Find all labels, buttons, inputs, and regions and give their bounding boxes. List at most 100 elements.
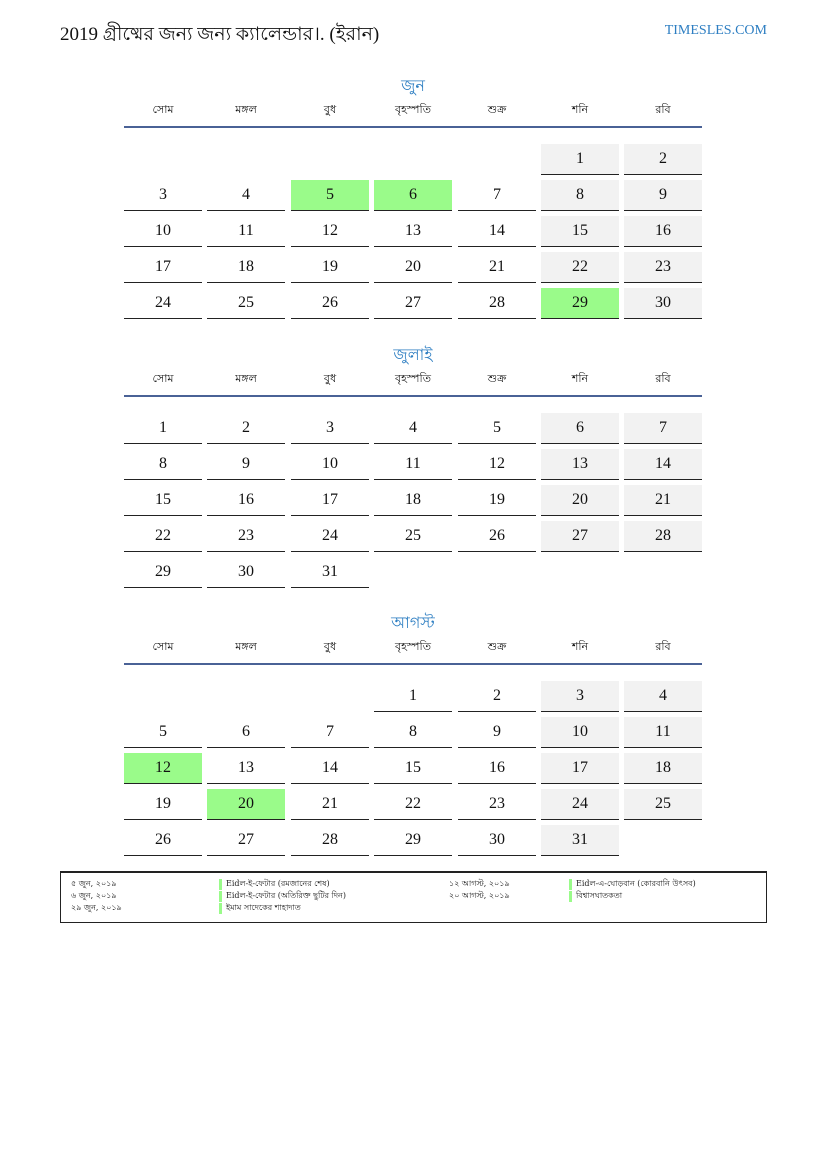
day-cell[interactable]: 30: [207, 557, 285, 588]
day-cell[interactable]: 26: [124, 825, 202, 856]
day-cell[interactable]: 16: [458, 753, 536, 784]
day-cell[interactable]: 11: [374, 449, 452, 480]
day-cell[interactable]: 24: [541, 789, 619, 820]
day-cell[interactable]: 17: [291, 485, 369, 516]
day-cell[interactable]: 10: [124, 216, 202, 247]
day-cell[interactable]: 5: [291, 180, 369, 211]
day-cell[interactable]: 19: [291, 252, 369, 283]
weekday-label: রবি: [655, 103, 671, 116]
day-cell[interactable]: 3: [124, 180, 202, 211]
day-cell[interactable]: 29: [124, 557, 202, 588]
day-cell[interactable]: 22: [124, 521, 202, 552]
day-cell[interactable]: 13: [374, 216, 452, 247]
day-cell[interactable]: 28: [458, 288, 536, 319]
day-cell[interactable]: 26: [458, 521, 536, 552]
day-cell[interactable]: 22: [374, 789, 452, 820]
day-cell[interactable]: 28: [291, 825, 369, 856]
day-cell[interactable]: 19: [458, 485, 536, 516]
legend-date: ২৯ জুন, ২০১৯: [71, 903, 122, 912]
day-cell[interactable]: 9: [624, 180, 702, 211]
weekday-label: রবি: [655, 640, 671, 653]
day-cell[interactable]: 14: [291, 753, 369, 784]
day-cell[interactable]: 2: [624, 144, 702, 175]
weekday-label: মঙ্গল: [235, 372, 257, 385]
day-cell[interactable]: 20: [541, 485, 619, 516]
day-cell[interactable]: 8: [124, 449, 202, 480]
day-cell[interactable]: 24: [291, 521, 369, 552]
day-cell[interactable]: 14: [458, 216, 536, 247]
day-cell[interactable]: 20: [374, 252, 452, 283]
day-cell[interactable]: 17: [124, 252, 202, 283]
day-cell[interactable]: 3: [291, 413, 369, 444]
day-cell[interactable]: 28: [624, 521, 702, 552]
day-cell[interactable]: 15: [541, 216, 619, 247]
day-cell[interactable]: 21: [291, 789, 369, 820]
day-cell[interactable]: 12: [458, 449, 536, 480]
day-cell[interactable]: 9: [207, 449, 285, 480]
day-cell[interactable]: 12: [291, 216, 369, 247]
legend-holiday-name: ইমাম সাদেকের শাহাদাত: [226, 903, 301, 912]
day-cell[interactable]: 7: [458, 180, 536, 211]
day-cell[interactable]: 31: [291, 557, 369, 588]
day-cell[interactable]: 10: [291, 449, 369, 480]
day-cell[interactable]: 27: [541, 521, 619, 552]
day-cell[interactable]: 7: [291, 717, 369, 748]
day-cell[interactable]: 6: [541, 413, 619, 444]
day-cell[interactable]: 11: [624, 717, 702, 748]
day-cell[interactable]: 23: [458, 789, 536, 820]
day-cell[interactable]: 6: [207, 717, 285, 748]
day-cell[interactable]: 13: [207, 753, 285, 784]
day-cell[interactable]: 11: [207, 216, 285, 247]
day-cell[interactable]: 2: [458, 681, 536, 712]
day-cell[interactable]: 21: [458, 252, 536, 283]
day-cell[interactable]: 23: [624, 252, 702, 283]
day-cell[interactable]: 26: [291, 288, 369, 319]
day-cell[interactable]: 2: [207, 413, 285, 444]
day-cell[interactable]: 10: [541, 717, 619, 748]
day-cell[interactable]: 18: [374, 485, 452, 516]
day-cell[interactable]: 9: [458, 717, 536, 748]
day-cell[interactable]: 19: [124, 789, 202, 820]
day-cell[interactable]: 1: [374, 681, 452, 712]
day-cell[interactable]: 5: [458, 413, 536, 444]
day-cell[interactable]: 1: [124, 413, 202, 444]
day-cell[interactable]: 16: [207, 485, 285, 516]
day-cell[interactable]: 27: [207, 825, 285, 856]
day-cell[interactable]: 31: [541, 825, 619, 856]
day-cell[interactable]: 4: [374, 413, 452, 444]
legend-holiday: Eidল-এ-ঘোড়বান (কোরবানি উৎসব): [569, 878, 696, 890]
day-cell[interactable]: 5: [124, 717, 202, 748]
day-cell[interactable]: 16: [624, 216, 702, 247]
day-cell[interactable]: 17: [541, 753, 619, 784]
day-cell[interactable]: 29: [541, 288, 619, 319]
day-cell[interactable]: 13: [541, 449, 619, 480]
day-cell[interactable]: 15: [374, 753, 452, 784]
day-cell[interactable]: 30: [458, 825, 536, 856]
day-cell[interactable]: 23: [207, 521, 285, 552]
day-cell[interactable]: 15: [124, 485, 202, 516]
day-cell[interactable]: 20: [207, 789, 285, 820]
day-cell[interactable]: 25: [207, 288, 285, 319]
day-cell[interactable]: 27: [374, 288, 452, 319]
day-cell[interactable]: 7: [624, 413, 702, 444]
day-cell[interactable]: 22: [541, 252, 619, 283]
day-cell[interactable]: 6: [374, 180, 452, 211]
day-cell[interactable]: 18: [207, 252, 285, 283]
day-cell[interactable]: 24: [124, 288, 202, 319]
day-cell[interactable]: 8: [374, 717, 452, 748]
brand-link[interactable]: TIMESLES.COM: [664, 23, 767, 38]
day-cell[interactable]: 25: [374, 521, 452, 552]
day-cell[interactable]: 25: [624, 789, 702, 820]
weekday-header: সোম মঙ্গল বুধ বৃহস্পতি শুক্র শনি রবি: [124, 370, 702, 388]
day-cell[interactable]: 30: [624, 288, 702, 319]
day-cell[interactable]: 21: [624, 485, 702, 516]
day-cell[interactable]: 4: [207, 180, 285, 211]
day-cell[interactable]: 4: [624, 681, 702, 712]
day-cell[interactable]: 18: [624, 753, 702, 784]
day-cell[interactable]: 3: [541, 681, 619, 712]
day-cell[interactable]: 1: [541, 144, 619, 175]
day-cell[interactable]: 29: [374, 825, 452, 856]
day-cell[interactable]: 8: [541, 180, 619, 211]
day-cell[interactable]: 14: [624, 449, 702, 480]
day-cell[interactable]: 12: [124, 753, 202, 784]
